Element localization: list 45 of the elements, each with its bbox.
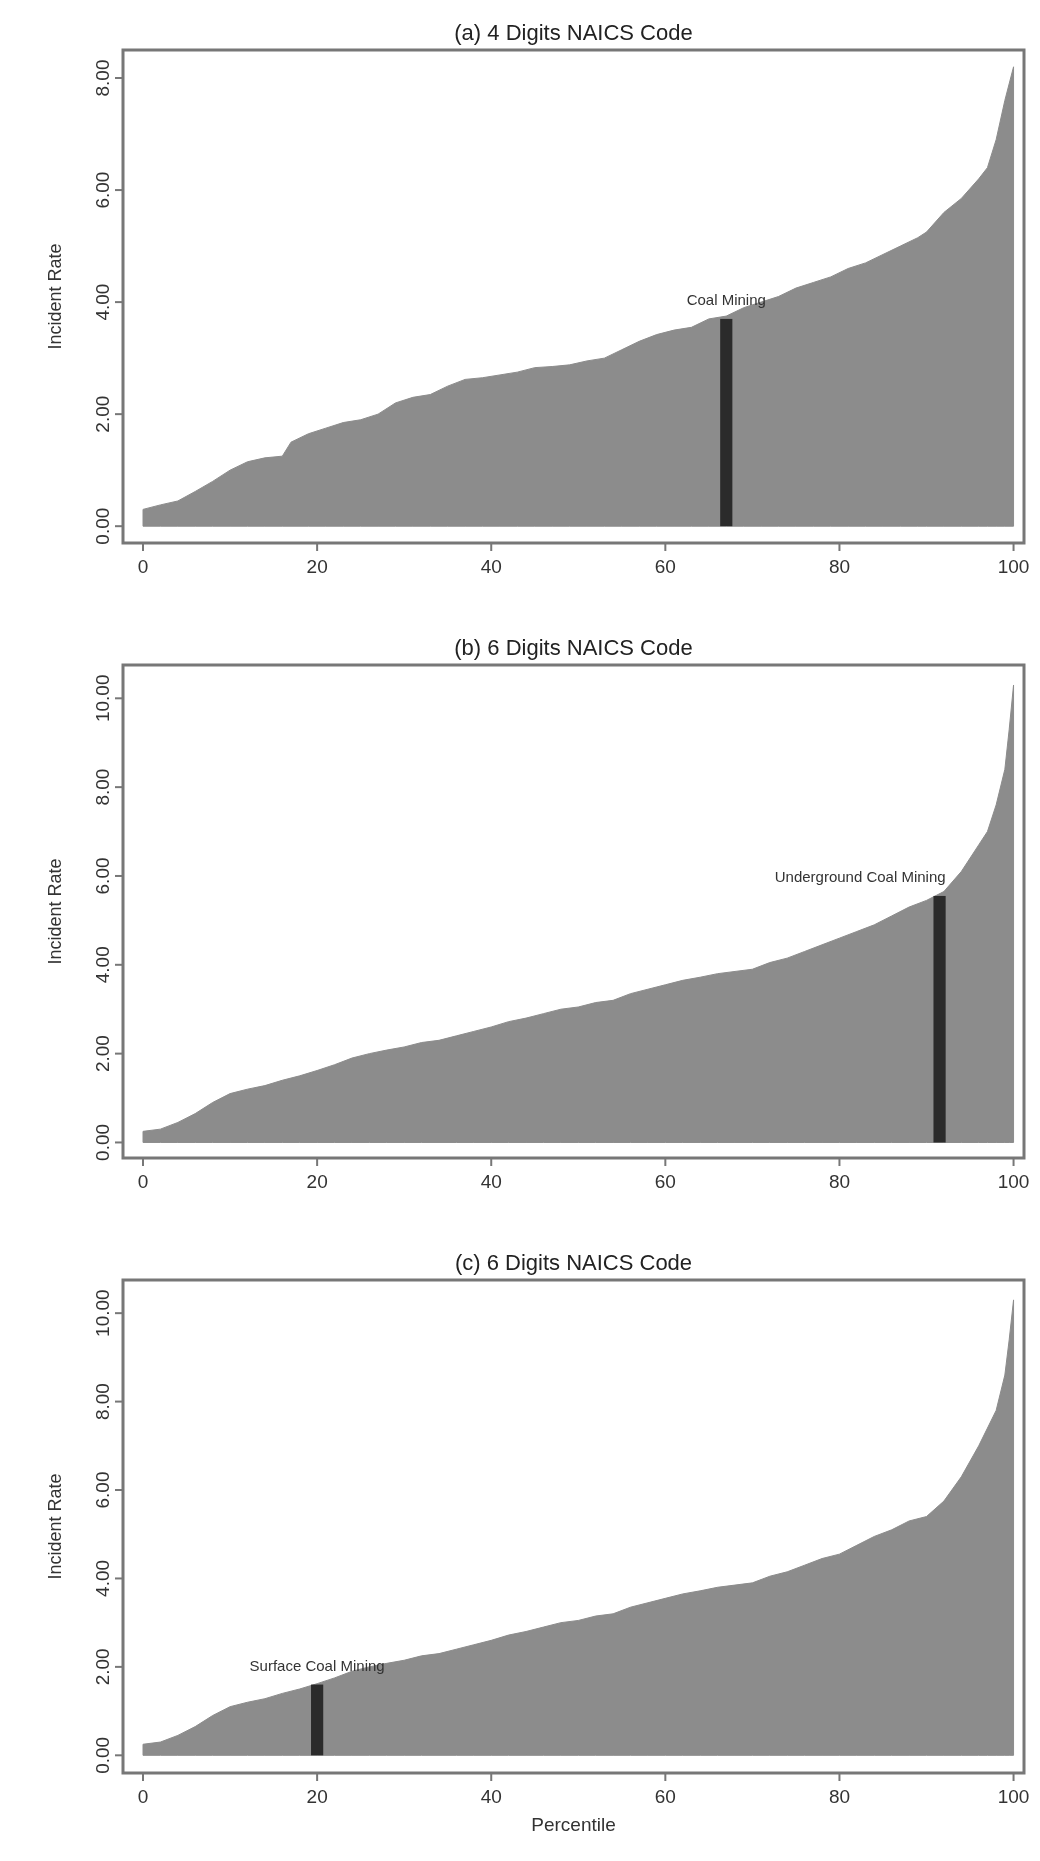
x-tick-label: 100 xyxy=(997,1786,1030,1807)
x-tick-label: 60 xyxy=(654,1171,676,1192)
x-tick-label: 40 xyxy=(480,1171,502,1192)
y-tick-label: 8.00 xyxy=(92,1383,113,1421)
y-tick-label: 10.00 xyxy=(92,674,113,723)
chart-title: (b) 6 Digits NAICS Code xyxy=(454,635,693,660)
x-tick-label: 20 xyxy=(306,556,328,577)
y-tick-label: 0.00 xyxy=(92,1736,113,1774)
x-tick-label: 0 xyxy=(137,1786,149,1807)
x-tick-label: 80 xyxy=(828,1786,851,1807)
x-tick-label: 40 xyxy=(480,1786,502,1807)
chart-title: (a) 4 Digits NAICS Code xyxy=(454,20,693,45)
y-tick-label: 6.00 xyxy=(92,1471,113,1509)
y-tick-label: 6.00 xyxy=(92,857,113,895)
y-tick-label: 4.00 xyxy=(92,946,113,984)
x-tick-label: 80 xyxy=(828,1171,851,1192)
annotation: Surface Coal Mining xyxy=(249,1656,385,1674)
y-tick-label: 8.00 xyxy=(92,59,113,97)
y-axis-title: Incident Rate xyxy=(45,858,65,965)
y-tick-label: 4.00 xyxy=(92,1559,113,1597)
y-tick-label: 0.00 xyxy=(92,1123,113,1161)
y-tick-label: 2.00 xyxy=(92,1648,113,1686)
x-tick-label: 80 xyxy=(828,556,851,577)
x-tick-label: 60 xyxy=(654,556,676,577)
y-tick-label: 10.00 xyxy=(92,1289,113,1337)
y-tick-label: 0.00 xyxy=(92,507,113,545)
x-tick-label: 0 xyxy=(137,556,149,577)
y-tick-label: 4.00 xyxy=(92,283,113,321)
x-tick-label: 0 xyxy=(137,1171,149,1192)
x-tick-label: 60 xyxy=(654,1786,676,1807)
x-tick-label: 100 xyxy=(997,1171,1030,1192)
y-tick-label: 6.00 xyxy=(92,171,113,209)
y-axis-title: Incident Rate xyxy=(45,1473,65,1580)
x-tick-label: 100 xyxy=(997,556,1030,577)
chart-title: (c) 6 Digits NAICS Code xyxy=(454,1250,693,1275)
y-tick-label: 8.00 xyxy=(92,768,113,806)
x-axis-title: Percentile xyxy=(531,1814,616,1835)
y-tick-label: 2.00 xyxy=(92,395,113,433)
y-axis-title: Incident Rate xyxy=(45,243,65,350)
y-tick-label: 2.00 xyxy=(92,1035,113,1073)
x-tick-label: 20 xyxy=(306,1171,328,1192)
annotation: Coal Mining xyxy=(686,290,766,308)
annotation: Underground Coal Mining xyxy=(774,867,946,885)
x-tick-label: 20 xyxy=(306,1786,328,1807)
x-tick-label: 40 xyxy=(480,556,502,577)
